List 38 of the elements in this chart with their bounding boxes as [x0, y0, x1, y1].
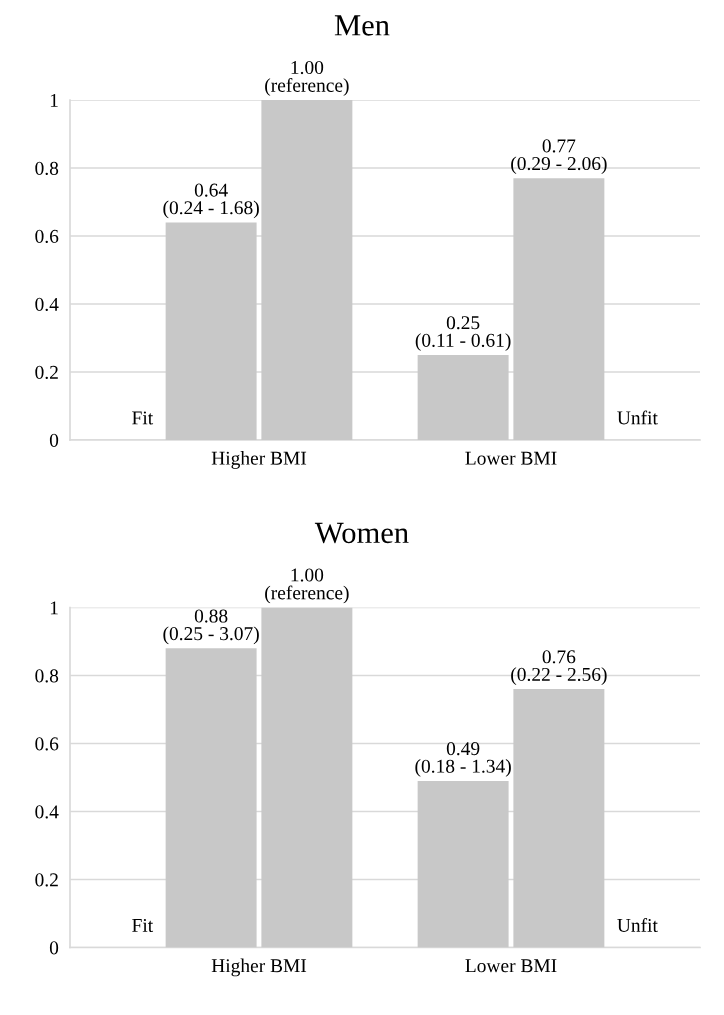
- data-label: 0.76 (0.22 - 2.56): [511, 650, 607, 685]
- data-label: 0.88 (0.25 - 3.07): [163, 609, 259, 645]
- bar: [417, 780, 509, 948]
- y-tick-label: 0.6: [35, 229, 59, 244]
- x-tick-label: Higher BMI: [211, 958, 307, 977]
- series-label: Fit: [132, 918, 154, 932]
- y-tick-label: 0.2: [35, 873, 58, 887]
- y-tick-label: 0.8: [35, 669, 59, 683]
- x-tick-label: Lower BMI: [465, 451, 557, 465]
- chart-title: Men: [334, 15, 390, 36]
- y-tick-label: 0.4: [35, 805, 59, 819]
- y-tick-label: 0.4: [35, 297, 59, 312]
- y-tick-label: 0.6: [35, 737, 59, 751]
- y-tick-label: 0.2: [35, 365, 58, 380]
- series-label: Fit: [132, 411, 154, 425]
- bar: [513, 689, 605, 948]
- x-tick-label: Lower BMI: [465, 959, 557, 973]
- bar: [513, 178, 605, 440]
- bar: [261, 607, 353, 948]
- y-tick-label: 1: [50, 93, 58, 107]
- data-label: 0.25 (0.11 - 0.61): [415, 316, 511, 351]
- y-tick-label: 1: [50, 601, 58, 615]
- bar: [165, 648, 257, 948]
- series-label: Unfit: [617, 410, 658, 425]
- y-tick-label: 0: [49, 941, 59, 955]
- bar: [261, 100, 353, 440]
- series-label: Unfit: [617, 918, 658, 932]
- data-label: 0.77 (0.29 - 2.06): [511, 139, 607, 175]
- chart-title: Women: [314, 522, 409, 544]
- bar: [165, 222, 257, 440]
- y-tick-label: 0.8: [35, 161, 59, 176]
- data-label: 0.64 (0.24 - 1.68): [163, 183, 259, 219]
- y-tick-label: 0: [49, 433, 59, 447]
- data-label: 1.00 (reference): [265, 568, 349, 604]
- x-tick-label: Higher BMI: [211, 451, 307, 469]
- data-label: 0.49 (0.18 - 1.34): [415, 742, 511, 777]
- data-label: 1.00 (reference): [265, 60, 349, 96]
- bar: [417, 355, 509, 440]
